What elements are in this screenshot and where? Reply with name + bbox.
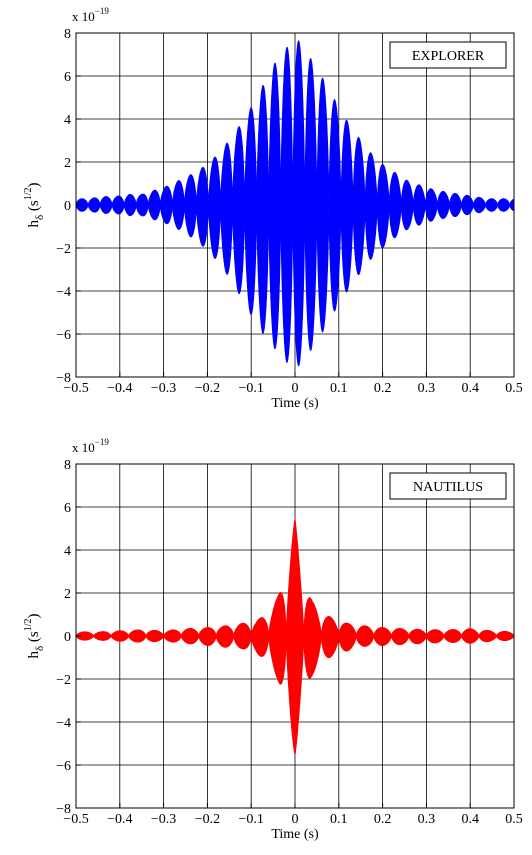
legend-label: EXPLORER [412,49,485,64]
y-tick-label: 4 [64,544,71,559]
exponent-label: x 10−19 [72,437,109,455]
y-tick-label: −8 [56,371,71,386]
x-tick-label: −0.3 [151,381,176,396]
signal-waveform [75,518,515,757]
y-tick-label: −2 [56,242,71,257]
y-tick-label: 8 [64,27,71,42]
x-tick-label: −0.5 [63,381,88,396]
x-tick-label: 0.2 [374,381,392,396]
y-axis-label: hδ (s1/2) [23,613,46,658]
x-tick-label: 0 [292,812,299,827]
x-tick-label: −0.2 [195,812,220,827]
x-tick-label: −0.1 [238,812,263,827]
y-tick-label: 8 [64,458,71,473]
explorer-panel: −0.5 −0.4 −0.3 −0.2 −0.1 0 0.1 0.2 0.3 0.4 0.5 −8 −6… [23,6,523,411]
x-tick-label: 0.3 [418,812,436,827]
x-tick-label: 0.5 [505,812,523,827]
nautilus-panel: −0.5 −0.4 −0.3 −0.2 −0.1 0 0.1 0.2 0.3 0.4 0.5 −8 −6… [23,437,523,842]
y-tick-label: −4 [56,716,71,731]
y-tick-label: 0 [64,630,71,645]
x-tick-label: −0.1 [238,381,263,396]
legend-box [389,472,507,500]
x-tick-label: −0.5 [63,812,88,827]
y-tick-label: −4 [56,285,71,300]
x-tick-label: −0.4 [107,812,132,827]
x-tick-label: 0.5 [505,381,523,396]
y-tick-label: 4 [64,113,71,128]
x-tick-label: 0.2 [374,812,392,827]
x-tick-label: −0.2 [195,381,220,396]
y-tick-label: 0 [64,199,71,214]
y-axis-label: hδ (s1/2) [23,182,46,227]
x-tick-label: 0 [292,381,299,396]
legend-label: NAUTILUS [413,480,483,495]
y-tick-label: −6 [56,328,71,343]
x-axis-label: Time (s) [271,396,319,411]
y-tick-label: −6 [56,759,71,774]
x-axis-label: Time (s) [271,827,319,842]
x-tick-label: 0.1 [330,381,348,396]
y-tick-label: 2 [64,156,71,171]
y-tick-label: 2 [64,587,71,602]
x-tick-label: 0.4 [461,812,479,827]
y-tick-label: 6 [64,501,71,516]
y-tick-label: 6 [64,70,71,85]
x-tick-label: −0.4 [107,381,132,396]
x-tick-label: −0.3 [151,812,176,827]
x-tick-label: 0.4 [461,381,479,396]
legend-box [389,41,507,69]
x-tick-label: 0.1 [330,812,348,827]
exponent-label: x 10−19 [72,6,109,24]
y-tick-label: −8 [56,802,71,817]
y-tick-label: −2 [56,673,71,688]
x-tick-label: 0.3 [418,381,436,396]
signal-waveform [75,40,515,367]
